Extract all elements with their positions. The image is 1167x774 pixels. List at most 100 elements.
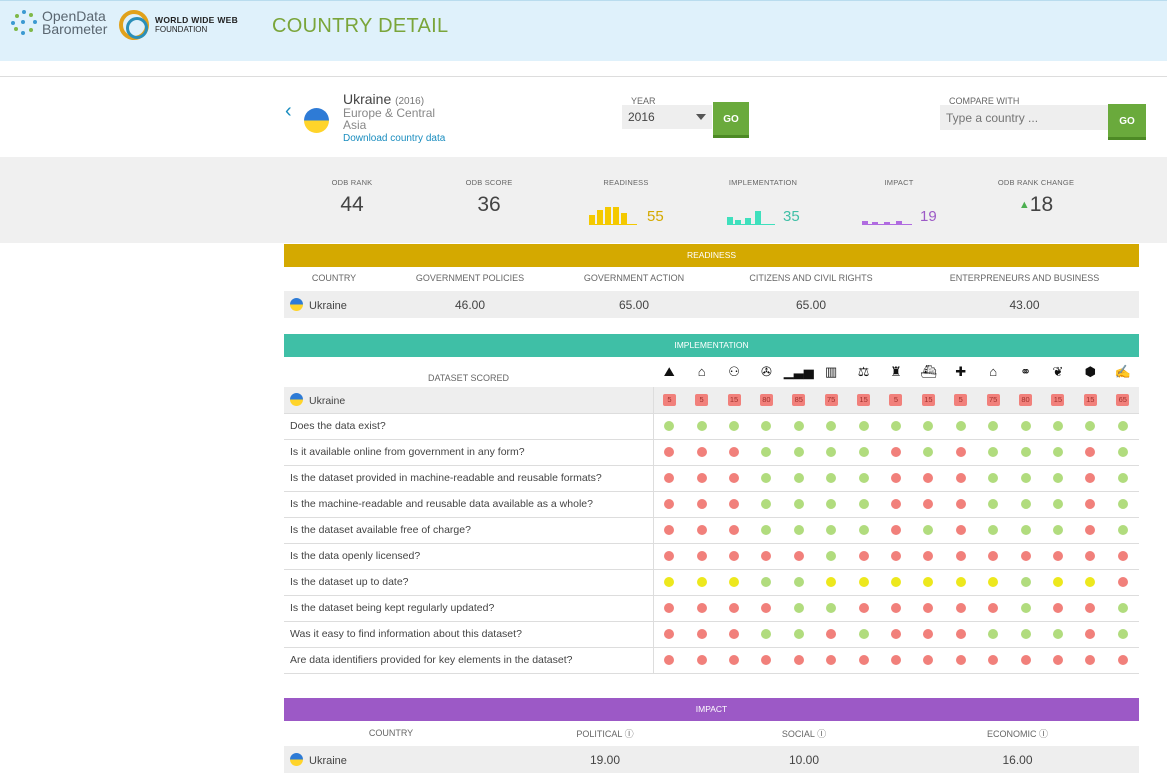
status-dot-no[interactable] bbox=[1052, 550, 1063, 561]
status-dot-yes[interactable] bbox=[988, 472, 999, 483]
status-dot-no[interactable] bbox=[664, 628, 675, 639]
status-dot-yes[interactable] bbox=[1052, 472, 1063, 483]
year-select[interactable]: 2016 bbox=[622, 105, 712, 129]
status-dot-partial[interactable] bbox=[923, 576, 934, 587]
status-dot-no[interactable] bbox=[696, 654, 707, 665]
opendata-barometer-logo[interactable]: OpenData Barometer bbox=[9, 8, 107, 38]
impact-row-ukraine[interactable]: Ukraine 19.00 10.00 16.00 bbox=[284, 746, 1139, 773]
status-dot-no[interactable] bbox=[955, 524, 966, 535]
contracts-icon[interactable]: ✍ bbox=[1114, 364, 1131, 379]
status-dot-no[interactable] bbox=[955, 446, 966, 457]
status-dot-yes[interactable] bbox=[1117, 628, 1128, 639]
status-dot-no[interactable] bbox=[664, 602, 675, 613]
status-dot-no[interactable] bbox=[761, 654, 772, 665]
status-dot-yes[interactable] bbox=[1020, 420, 1031, 431]
status-dot-yes[interactable] bbox=[826, 602, 837, 613]
status-dot-yes[interactable] bbox=[793, 628, 804, 639]
status-dot-yes[interactable] bbox=[664, 420, 675, 431]
status-dot-yes[interactable] bbox=[988, 628, 999, 639]
status-dot-yes[interactable] bbox=[793, 498, 804, 509]
elections-icon[interactable]: ⬢ bbox=[1084, 364, 1096, 379]
status-dot-yes[interactable] bbox=[858, 446, 869, 457]
status-dot-no[interactable] bbox=[955, 602, 966, 613]
status-dot-yes[interactable] bbox=[826, 498, 837, 509]
health-icon[interactable]: ✚ bbox=[955, 364, 967, 379]
status-dot-no[interactable] bbox=[1020, 654, 1031, 665]
year-go-button[interactable]: GO bbox=[713, 102, 749, 138]
environment-icon[interactable]: ❦ bbox=[1052, 364, 1064, 379]
status-dot-no[interactable] bbox=[729, 446, 740, 457]
status-dot-no[interactable] bbox=[1085, 654, 1096, 665]
status-dot-yes[interactable] bbox=[858, 498, 869, 509]
status-dot-yes[interactable] bbox=[1020, 628, 1031, 639]
status-dot-no[interactable] bbox=[696, 472, 707, 483]
status-dot-no[interactable] bbox=[955, 472, 966, 483]
status-dot-yes[interactable] bbox=[761, 472, 772, 483]
status-dot-no[interactable] bbox=[988, 602, 999, 613]
status-dot-partial[interactable] bbox=[890, 576, 901, 587]
question-row[interactable]: Are data identifiers provided for key el… bbox=[284, 647, 1139, 674]
status-dot-no[interactable] bbox=[696, 498, 707, 509]
status-dot-no[interactable] bbox=[1052, 654, 1063, 665]
status-dot-no[interactable] bbox=[1085, 498, 1096, 509]
info-icon[interactable]: ⓘ bbox=[1039, 728, 1049, 739]
status-dot-no[interactable] bbox=[923, 602, 934, 613]
status-dot-no[interactable] bbox=[1117, 654, 1128, 665]
status-dot-no[interactable] bbox=[1052, 602, 1063, 613]
status-dot-yes[interactable] bbox=[988, 524, 999, 535]
land-icon[interactable]: ⌂ bbox=[697, 364, 706, 379]
back-arrow-icon[interactable]: ‹ bbox=[285, 100, 292, 122]
status-dot-yes[interactable] bbox=[1052, 420, 1063, 431]
status-dot-partial[interactable] bbox=[729, 576, 740, 587]
legislation-icon[interactable]: ⚖ bbox=[857, 364, 870, 379]
map-icon[interactable]: ⛰ bbox=[663, 364, 675, 379]
status-dot-no[interactable] bbox=[890, 654, 901, 665]
status-dot-no[interactable] bbox=[826, 654, 837, 665]
status-dot-yes[interactable] bbox=[858, 524, 869, 535]
status-dot-yes[interactable] bbox=[988, 420, 999, 431]
status-dot-yes[interactable] bbox=[890, 420, 901, 431]
status-dot-no[interactable] bbox=[858, 550, 869, 561]
status-dot-no[interactable] bbox=[1085, 472, 1096, 483]
status-dot-yes[interactable] bbox=[793, 446, 804, 457]
status-dot-yes[interactable] bbox=[1085, 420, 1096, 431]
status-dot-yes[interactable] bbox=[1020, 446, 1031, 457]
status-dot-partial[interactable] bbox=[955, 576, 966, 587]
budget-icon[interactable]: ✇ bbox=[760, 364, 772, 379]
status-dot-yes[interactable] bbox=[761, 524, 772, 535]
status-dot-no[interactable] bbox=[664, 550, 675, 561]
status-dot-no[interactable] bbox=[761, 602, 772, 613]
implementation-row-ukraine[interactable]: Ukraine 5 5 15 80 85 75 15 5 15 5 75 80 15 15 65 bbox=[284, 387, 1139, 414]
status-dot-partial[interactable] bbox=[696, 576, 707, 587]
status-dot-no[interactable] bbox=[664, 446, 675, 457]
status-dot-no[interactable] bbox=[923, 498, 934, 509]
info-icon[interactable]: ⓘ bbox=[817, 728, 827, 739]
status-dot-partial[interactable] bbox=[826, 576, 837, 587]
status-dot-no[interactable] bbox=[890, 628, 901, 639]
status-dot-yes[interactable] bbox=[923, 420, 934, 431]
status-dot-partial[interactable] bbox=[1085, 576, 1096, 587]
status-dot-yes[interactable] bbox=[826, 524, 837, 535]
compare-country-input[interactable] bbox=[940, 105, 1108, 130]
status-dot-no[interactable] bbox=[729, 602, 740, 613]
status-dot-no[interactable] bbox=[664, 472, 675, 483]
status-dot-no[interactable] bbox=[955, 550, 966, 561]
status-dot-yes[interactable] bbox=[858, 628, 869, 639]
status-dot-no[interactable] bbox=[858, 654, 869, 665]
status-dot-no[interactable] bbox=[1085, 602, 1096, 613]
status-dot-yes[interactable] bbox=[793, 524, 804, 535]
status-dot-no[interactable] bbox=[955, 628, 966, 639]
status-dot-no[interactable] bbox=[729, 628, 740, 639]
status-dot-no[interactable] bbox=[1085, 628, 1096, 639]
question-row[interactable]: Is the dataset up to date? bbox=[284, 569, 1139, 596]
status-dot-partial[interactable] bbox=[664, 576, 675, 587]
status-dot-no[interactable] bbox=[890, 524, 901, 535]
status-dot-yes[interactable] bbox=[826, 446, 837, 457]
status-dot-yes[interactable] bbox=[923, 446, 934, 457]
status-dot-yes[interactable] bbox=[793, 602, 804, 613]
status-dot-no[interactable] bbox=[1020, 550, 1031, 561]
status-dot-no[interactable] bbox=[890, 602, 901, 613]
status-dot-no[interactable] bbox=[955, 498, 966, 509]
crime-icon[interactable]: ⚭ bbox=[1020, 364, 1031, 379]
status-dot-partial[interactable] bbox=[858, 576, 869, 587]
